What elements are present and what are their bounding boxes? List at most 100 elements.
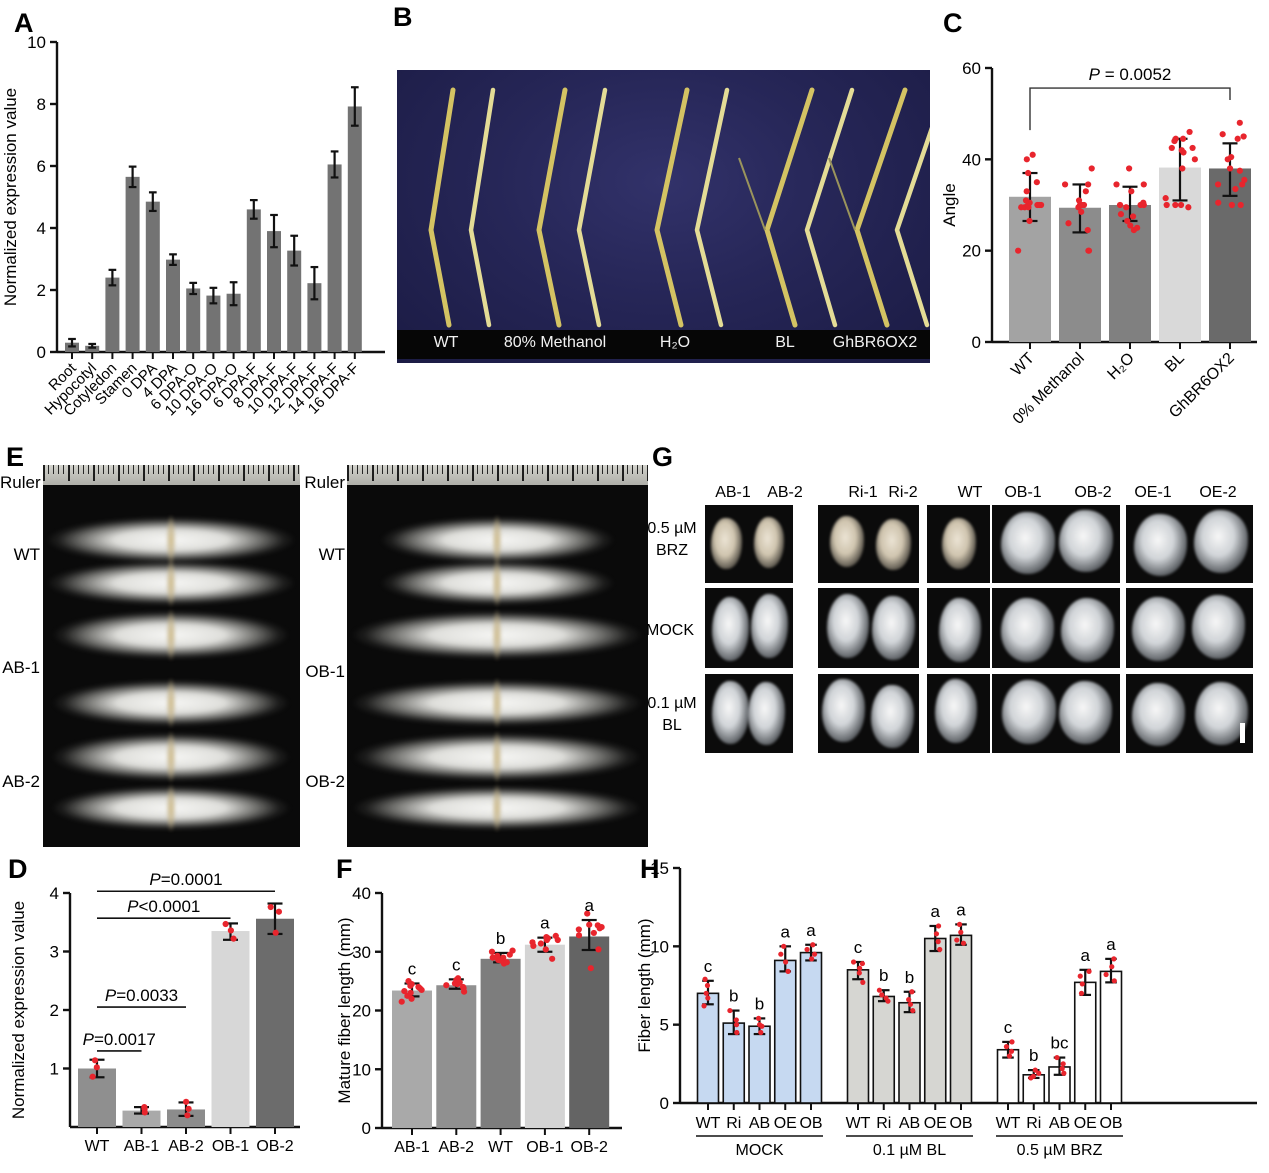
svg-text:OE: OE (1074, 1115, 1097, 1132)
photo-label: BL (775, 334, 795, 351)
ovule-photo-box (927, 588, 990, 668)
photo-label: WT (13, 545, 40, 564)
svg-text:Fiber length (mm): Fiber length (mm) (635, 918, 654, 1052)
cotton-ovule-blob (939, 598, 981, 663)
svg-text:60: 60 (962, 59, 981, 78)
svg-text:WT: WT (488, 1139, 513, 1156)
svg-text:0: 0 (37, 343, 46, 362)
seed-seam (166, 677, 176, 729)
svg-text:WT: WT (1008, 350, 1038, 380)
panel-e-fiber-photo-ob (347, 465, 648, 847)
svg-text:40: 40 (352, 884, 371, 903)
svg-text:6: 6 (37, 157, 46, 176)
svg-text:OB-2: OB-2 (256, 1138, 293, 1155)
cotton-ovule-blob (1002, 680, 1057, 744)
cotton-ovule-blob (711, 518, 742, 570)
seed-seam (166, 608, 176, 662)
column-label: Ri-1 (848, 484, 878, 501)
ovule-photo-box (818, 505, 919, 583)
column-label: OE-1 (1134, 484, 1172, 501)
svg-text:AB-1: AB-1 (394, 1139, 430, 1156)
panel-b-letter: B (393, 2, 413, 32)
column-label: OB-1 (1004, 484, 1042, 501)
photo-label: AB-1 (2, 658, 40, 677)
svg-text:10: 10 (352, 1060, 371, 1079)
cotton-ovule-blob (1191, 594, 1246, 659)
svg-text:Mature fiber length (mm): Mature fiber length (mm) (335, 917, 354, 1103)
svg-text:8: 8 (37, 95, 46, 114)
panel-g: G AB-1 AB-2 Ri-1 Ri-2 WT OB-1 OB-2 OE-1 … (640, 440, 1269, 770)
svg-text:3: 3 (50, 943, 59, 962)
panel-b-label-strip: WT 80% Methanol H₂O BL GhBR6OX2 (397, 330, 930, 359)
cotton-ovule-blob (876, 518, 911, 570)
svg-text:0: 0 (362, 1119, 371, 1138)
svg-text:b: b (729, 987, 738, 1006)
ovule-photo-box (705, 588, 793, 668)
panel-f-fiber-length-bar-chart: 0 10 20 30 40 Mature fiber length (mm) c AB-1 c A… (335, 884, 622, 1156)
svg-text:a: a (781, 922, 791, 941)
cotton-ovule-blob (1001, 511, 1056, 575)
panel-b: B WT 80% Methanol H₂O BL GhBR6OX2 (390, 0, 935, 380)
ruler-strip (347, 465, 648, 485)
svg-text:c: c (854, 938, 863, 957)
photo-label: WT (318, 545, 345, 564)
column-label: AB-2 (767, 484, 803, 501)
ovule-photo-box (1126, 674, 1253, 753)
svg-text:4: 4 (37, 219, 46, 238)
cotton-ovule-blob (1058, 681, 1113, 745)
panel-h-fiber-length-bar-chart: 0 5 10 15 Fiber length (mm) c WT b Ri b AB a OE a OB MO… (635, 859, 1257, 1159)
svg-text:b: b (496, 929, 505, 948)
cotton-ovule-blob (751, 594, 789, 659)
svg-text:Angle: Angle (940, 183, 959, 226)
svg-text:OE: OE (924, 1115, 947, 1132)
ovule-photo-box (927, 674, 990, 753)
svg-text:1: 1 (50, 1060, 59, 1079)
panel-f: F 0 10 20 30 40 Mature fiber length (mm) c AB-1… (330, 850, 660, 1168)
cotton-ovule-blob (747, 682, 785, 746)
row-label: 0.5 µM (647, 520, 697, 537)
cotton-ovule-blob (1131, 683, 1186, 747)
cotton-ovule-blob (935, 679, 977, 743)
cotton-ovule-blob (822, 679, 865, 743)
ovule-photo-box (992, 588, 1120, 668)
svg-text:OB-2: OB-2 (571, 1139, 608, 1156)
svg-text:WT: WT (996, 1115, 1021, 1132)
row-label: MOCK (646, 622, 694, 639)
svg-text:OB: OB (949, 1115, 972, 1132)
cotton-ovule-blob (826, 594, 870, 659)
ovule-photo-box (818, 674, 919, 753)
svg-text:40: 40 (962, 150, 981, 169)
photo-label: H₂O (659, 334, 691, 351)
ruler-strip (43, 465, 300, 485)
cotton-ovule-blob (872, 596, 915, 661)
svg-text:a: a (956, 900, 966, 919)
panel-g-letter: G (652, 442, 674, 472)
svg-text:P=0.0033: P=0.0033 (105, 986, 178, 1005)
svg-text:OE: OE (774, 1115, 797, 1132)
svg-text:4: 4 (50, 884, 59, 903)
svg-text:AB-1: AB-1 (124, 1138, 160, 1155)
svg-text:H₂O: H₂O (1104, 350, 1137, 383)
panel-e-fiber-photo-ab (43, 465, 300, 847)
svg-text:OB: OB (1099, 1115, 1122, 1132)
photo-label: WT (433, 334, 459, 351)
seed-seam (166, 730, 176, 784)
svg-text:Ri: Ri (876, 1115, 891, 1132)
seed-seam (166, 783, 176, 833)
cotton-ovule-blob (871, 684, 914, 748)
column-label: WT (957, 484, 983, 501)
cotton-ovule-blob (712, 596, 750, 661)
svg-text:30: 30 (352, 943, 371, 962)
ovule-photo-box (992, 505, 1120, 583)
panel-e: E Ruler WT AB-1 AB-2 Ruler WT OB-1 OB-2 (0, 440, 655, 865)
svg-text:WT: WT (696, 1115, 721, 1132)
svg-text:AB: AB (899, 1115, 920, 1132)
cotton-ovule-blob (753, 516, 785, 568)
svg-text:bc: bc (1051, 1034, 1069, 1053)
svg-text:WT: WT (85, 1138, 110, 1155)
svg-text:OB-1: OB-1 (212, 1138, 249, 1155)
svg-text:b: b (1029, 1046, 1038, 1065)
panel-c-letter: C (943, 8, 963, 38)
svg-text:10: 10 (650, 937, 669, 956)
